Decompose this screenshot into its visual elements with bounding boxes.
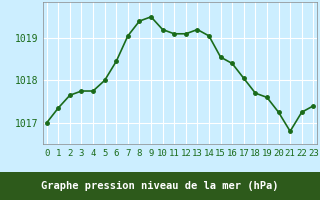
- Text: Graphe pression niveau de la mer (hPa): Graphe pression niveau de la mer (hPa): [41, 181, 279, 191]
